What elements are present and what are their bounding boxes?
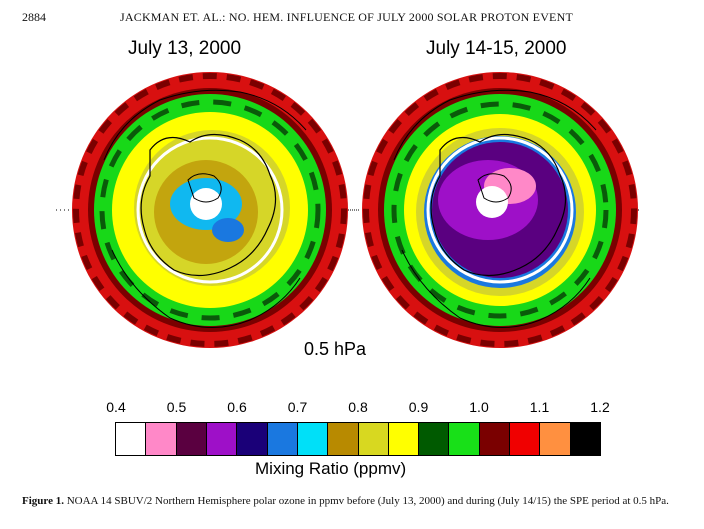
colorbar-swatch	[510, 423, 541, 455]
colorbar-label: Mixing Ratio (ppmv)	[255, 459, 407, 478]
colorbar-swatch	[176, 423, 207, 455]
colorbar-tick-label: 1.1	[529, 399, 550, 415]
right-polar-map	[362, 72, 638, 348]
colorbar-tick-label: 0.5	[166, 399, 187, 415]
colorbar-swatch	[479, 423, 511, 455]
colorbar	[115, 422, 601, 456]
page-number: 2884	[22, 10, 46, 24]
colorbar-swatch	[267, 423, 298, 455]
colorbar-swatch	[449, 423, 480, 455]
colorbar-swatch	[388, 423, 420, 455]
colorbar-tick-label: 0.9	[408, 399, 429, 415]
colorbar-tick-label: 0.6	[227, 399, 247, 415]
pressure-level-label: 0.5 hPa	[304, 339, 367, 359]
colorbar-swatch	[570, 423, 600, 455]
left-65N-circle	[136, 136, 284, 284]
colorbar-swatch	[237, 423, 268, 455]
running-head: JACKMAN ET. AL.: NO. HEM. INFLUENCE OF J…	[120, 10, 573, 24]
polar-ozone-maps	[56, 72, 640, 348]
colorbar-swatch	[297, 423, 329, 455]
colorbar-tick-label: 1.2	[590, 399, 610, 415]
colorbar-tick-labels: 0.4 0.5 0.6 0.7 0.8 0.9 1.0 1.1 1.2	[0, 399, 704, 421]
colorbar-swatch	[116, 423, 147, 455]
colorbar-swatch	[358, 423, 389, 455]
right-65N-circle	[426, 136, 574, 284]
colorbar-tick-label: 0.8	[348, 399, 368, 415]
caption-text: NOAA 14 SBUV/2 Northern Hemisphere polar…	[66, 495, 669, 507]
colorbar-swatch	[146, 423, 177, 455]
colorbar-swatch	[540, 423, 571, 455]
caption-label: Figure 1.	[22, 495, 64, 507]
colorbar-swatch	[328, 423, 359, 455]
colorbar-swatch	[419, 423, 450, 455]
figure-caption: Figure 1. NOAA 14 SBUV/2 Northern Hemisp…	[22, 494, 686, 508]
colorbar-tick-label: 0.7	[287, 399, 308, 415]
colorbar-tick-label: 1.0	[469, 399, 489, 415]
colorbar-tick-label: 0.4	[106, 399, 126, 415]
left-map-title: July 13, 2000	[128, 38, 242, 59]
colorbar-swatch	[206, 423, 238, 455]
left-polar-map	[72, 72, 348, 348]
right-map-title: July 14-15, 2000	[426, 38, 567, 59]
